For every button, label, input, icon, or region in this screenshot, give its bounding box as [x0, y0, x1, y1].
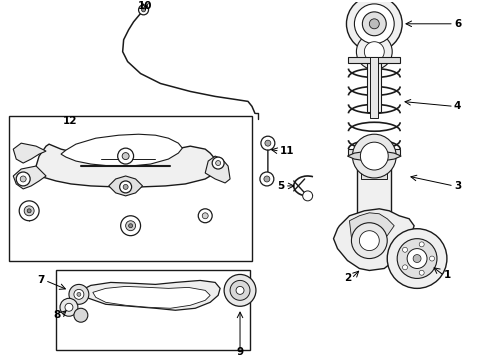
Text: 5: 5: [277, 181, 285, 191]
Circle shape: [27, 209, 31, 213]
Circle shape: [198, 209, 212, 223]
Circle shape: [60, 298, 78, 316]
Circle shape: [120, 181, 132, 193]
Circle shape: [24, 206, 34, 216]
Circle shape: [419, 270, 424, 275]
Polygon shape: [36, 144, 218, 187]
Text: 2: 2: [344, 274, 351, 283]
Circle shape: [123, 184, 128, 189]
Polygon shape: [347, 150, 401, 162]
Circle shape: [419, 242, 424, 247]
Text: 8: 8: [54, 310, 61, 320]
Polygon shape: [93, 287, 210, 308]
Circle shape: [303, 191, 313, 201]
Circle shape: [397, 239, 437, 278]
Bar: [63, 300, 75, 314]
Text: 6: 6: [454, 19, 461, 29]
Polygon shape: [334, 209, 414, 270]
Circle shape: [139, 5, 148, 15]
Circle shape: [128, 224, 133, 228]
Circle shape: [122, 153, 129, 159]
Text: 4: 4: [454, 102, 461, 111]
Circle shape: [19, 201, 39, 221]
Bar: [348, 57, 400, 63]
Bar: [368, 63, 381, 112]
Circle shape: [216, 161, 220, 166]
Circle shape: [265, 140, 271, 146]
Circle shape: [65, 303, 73, 311]
Bar: [370, 57, 378, 118]
Circle shape: [16, 172, 30, 186]
Circle shape: [236, 287, 244, 294]
Polygon shape: [61, 134, 182, 166]
Polygon shape: [109, 176, 143, 196]
Circle shape: [118, 148, 134, 164]
Circle shape: [230, 280, 250, 300]
Polygon shape: [13, 143, 46, 163]
Circle shape: [351, 223, 387, 258]
Circle shape: [360, 142, 388, 170]
Polygon shape: [205, 156, 230, 183]
Circle shape: [346, 0, 402, 51]
Circle shape: [202, 213, 208, 219]
Circle shape: [365, 42, 384, 62]
Circle shape: [224, 274, 256, 306]
Text: 1: 1: [444, 270, 451, 280]
Bar: [56, 270, 250, 350]
Circle shape: [74, 289, 84, 299]
Circle shape: [356, 34, 392, 69]
Text: 9: 9: [237, 347, 244, 357]
Text: 3: 3: [454, 181, 461, 191]
Circle shape: [363, 12, 386, 36]
Polygon shape: [349, 213, 394, 247]
Bar: [357, 156, 391, 240]
Text: 10: 10: [138, 1, 153, 11]
Circle shape: [261, 136, 275, 150]
Bar: [9, 116, 252, 261]
Circle shape: [125, 221, 136, 231]
Circle shape: [402, 247, 408, 252]
Circle shape: [402, 265, 408, 270]
Circle shape: [74, 308, 88, 322]
Circle shape: [430, 256, 435, 261]
Text: 11: 11: [280, 146, 294, 156]
Circle shape: [264, 176, 270, 182]
Bar: [348, 149, 400, 155]
Circle shape: [369, 19, 379, 29]
Circle shape: [69, 284, 89, 304]
Circle shape: [121, 216, 141, 236]
Circle shape: [387, 229, 447, 288]
Text: 7: 7: [38, 275, 45, 285]
Polygon shape: [13, 166, 46, 189]
Circle shape: [359, 231, 379, 251]
Circle shape: [354, 4, 394, 44]
Circle shape: [142, 8, 146, 12]
Circle shape: [352, 134, 396, 178]
Circle shape: [260, 172, 274, 186]
Circle shape: [407, 249, 427, 269]
Circle shape: [77, 292, 81, 296]
Circle shape: [20, 176, 26, 182]
Polygon shape: [81, 280, 220, 310]
Circle shape: [212, 157, 224, 169]
Circle shape: [413, 255, 421, 262]
Bar: [362, 149, 387, 179]
Text: 12: 12: [63, 116, 77, 126]
